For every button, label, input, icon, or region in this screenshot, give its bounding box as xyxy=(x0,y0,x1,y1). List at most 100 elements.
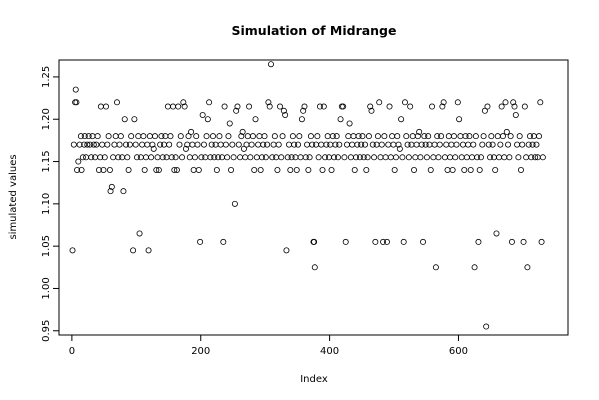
data-point xyxy=(426,141,433,148)
data-point xyxy=(484,103,491,110)
data-point xyxy=(175,103,182,110)
data-point xyxy=(480,133,487,140)
data-point xyxy=(145,247,152,254)
data-point xyxy=(501,154,508,161)
data-point xyxy=(341,154,348,161)
data-point xyxy=(177,133,184,140)
data-point xyxy=(536,133,543,140)
data-point xyxy=(282,112,289,119)
data-point xyxy=(249,133,256,140)
data-point xyxy=(148,154,155,161)
data-point xyxy=(316,103,323,110)
data-point xyxy=(215,154,222,161)
data-point xyxy=(211,154,218,161)
y-axis: 0.95 1.00 1.05 1.10 1.15 1.20 1.25 xyxy=(41,66,59,342)
data-point xyxy=(431,141,438,148)
data-point xyxy=(81,141,88,148)
data-point xyxy=(274,166,281,173)
data-point xyxy=(95,166,102,173)
data-point xyxy=(362,141,369,148)
data-point xyxy=(209,133,216,140)
data-point xyxy=(244,133,251,140)
data-point xyxy=(414,133,421,140)
data-point xyxy=(483,323,490,330)
y-axis-label: simulated values xyxy=(8,154,19,239)
data-point xyxy=(278,154,285,161)
data-point xyxy=(270,141,277,148)
data-point xyxy=(137,154,144,161)
data-point xyxy=(409,133,416,140)
data-point xyxy=(151,133,158,140)
data-point xyxy=(288,154,295,161)
data-point xyxy=(94,133,101,140)
y-tick-label: 1.20 xyxy=(41,108,52,130)
data-point xyxy=(207,154,214,161)
data-point xyxy=(139,141,146,148)
data-point xyxy=(512,112,519,119)
data-point xyxy=(97,103,104,110)
data-point xyxy=(256,133,263,140)
data-point xyxy=(111,141,118,148)
data-point xyxy=(368,107,375,114)
data-point xyxy=(395,141,402,148)
data-point xyxy=(141,166,148,173)
data-point xyxy=(112,133,119,140)
data-point xyxy=(81,133,88,140)
y-tick-label: 1.10 xyxy=(41,193,52,215)
data-point xyxy=(405,154,412,161)
data-point xyxy=(435,154,442,161)
data-point xyxy=(448,141,455,148)
data-point xyxy=(313,141,320,148)
data-point xyxy=(79,154,86,161)
data-point xyxy=(407,103,414,110)
data-point xyxy=(86,141,93,148)
data-point xyxy=(373,141,380,148)
data-point xyxy=(101,154,108,161)
data-point xyxy=(508,238,515,245)
data-point xyxy=(167,133,174,140)
plot-area xyxy=(58,59,569,336)
data-point xyxy=(445,133,452,140)
data-point xyxy=(194,141,201,148)
data-point xyxy=(468,154,475,161)
data-point xyxy=(168,154,175,161)
data-point xyxy=(356,154,363,161)
data-point xyxy=(228,166,235,173)
data-point xyxy=(180,99,187,106)
data-point xyxy=(292,154,299,161)
data-point xyxy=(213,166,220,173)
data-point xyxy=(441,154,448,161)
data-point xyxy=(157,141,164,148)
data-point xyxy=(355,133,362,140)
data-point xyxy=(365,133,372,140)
data-point xyxy=(429,103,436,110)
data-point xyxy=(374,133,381,140)
data-point xyxy=(200,141,207,148)
data-point xyxy=(432,264,439,271)
data-point xyxy=(74,166,81,173)
data-point xyxy=(208,141,215,148)
data-point xyxy=(238,133,245,140)
data-point xyxy=(154,154,161,161)
data-point xyxy=(417,154,424,161)
data-point xyxy=(199,112,206,119)
data-point xyxy=(456,116,463,123)
data-point xyxy=(488,133,495,140)
data-point xyxy=(447,154,454,161)
data-point xyxy=(108,183,115,190)
data-point xyxy=(380,238,387,245)
data-point xyxy=(182,145,189,152)
data-point xyxy=(307,133,314,140)
data-point xyxy=(454,99,461,106)
data-point xyxy=(144,141,151,148)
data-point xyxy=(104,141,111,148)
data-point xyxy=(217,141,224,148)
data-point xyxy=(248,141,255,148)
data-point xyxy=(494,133,501,140)
data-point xyxy=(517,166,524,173)
data-point xyxy=(188,128,195,135)
data-point xyxy=(255,141,262,148)
data-point xyxy=(233,107,240,114)
data-point xyxy=(242,154,249,161)
data-point xyxy=(400,238,407,245)
